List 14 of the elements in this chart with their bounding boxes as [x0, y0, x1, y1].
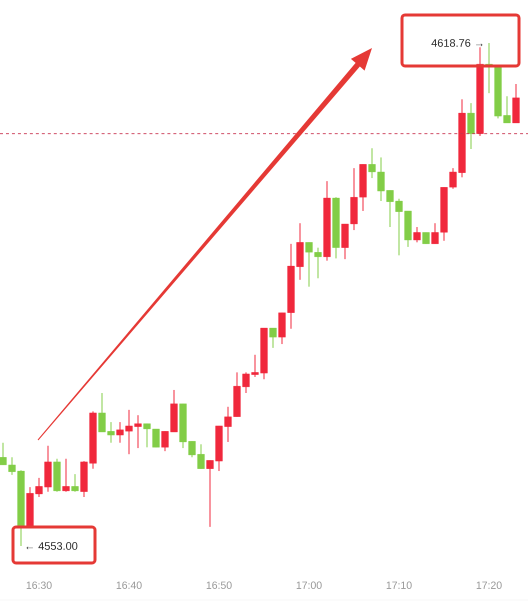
candlestick — [62, 458, 70, 492]
candlestick — [413, 226, 421, 243]
candlestick — [71, 474, 79, 492]
candlestick — [269, 327, 277, 348]
candlestick — [422, 232, 430, 244]
x-tick-label: 17:20 — [476, 582, 502, 589]
x-tick-label: 16:30 — [26, 582, 52, 589]
candlestick — [467, 102, 475, 150]
annotation: ← 4553.00 — [26, 542, 78, 550]
x-tick-label: 17:10 — [386, 582, 412, 589]
annotation: 4618.76 → — [431, 39, 483, 47]
x-tick-label: 17:00 — [296, 582, 322, 589]
x-tick-label: 16:50 — [206, 582, 232, 589]
x-tick-label: 16:40 — [116, 582, 142, 589]
